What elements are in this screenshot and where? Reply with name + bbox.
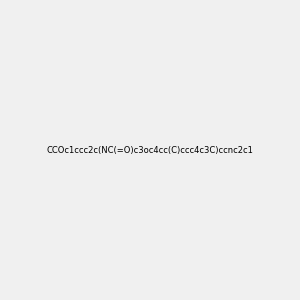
Text: CCOc1ccc2c(NC(=O)c3oc4cc(C)ccc4c3C)ccnc2c1: CCOc1ccc2c(NC(=O)c3oc4cc(C)ccc4c3C)ccnc2… (46, 146, 253, 154)
